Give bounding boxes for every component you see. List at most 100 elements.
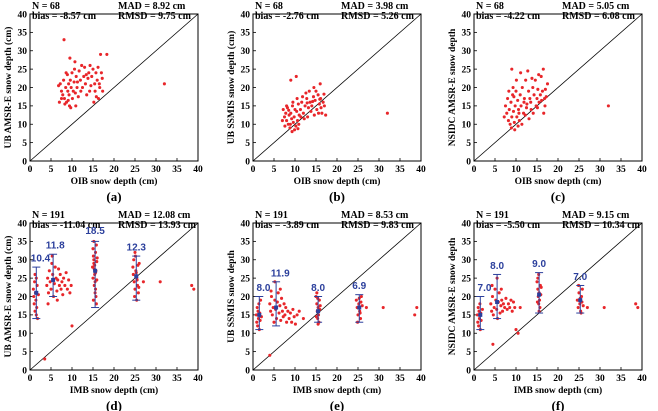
- stat-n: N = 191: [255, 210, 288, 221]
- data-point: [538, 93, 542, 97]
- x-tick-label: 25: [574, 374, 584, 384]
- data-point: [505, 111, 509, 115]
- data-point: [507, 108, 511, 112]
- data-point: [503, 104, 508, 108]
- x-axis-label: IMB snow depth (cm): [514, 385, 602, 396]
- y-tick-label: 20: [462, 293, 472, 303]
- x-tick-label: 25: [574, 165, 584, 175]
- data-point: [305, 96, 309, 101]
- y-tick-label: 20: [18, 293, 28, 303]
- x-tick-label: 0: [28, 165, 33, 175]
- x-tick-label: 15: [88, 374, 98, 384]
- data-point: [476, 305, 480, 310]
- data-point: [91, 247, 95, 251]
- data-point: [287, 317, 291, 321]
- data-point: [511, 85, 515, 90]
- data-point: [636, 305, 640, 310]
- data-point: [299, 115, 303, 119]
- data-point: [291, 120, 295, 124]
- y-tick-label: 30: [241, 47, 251, 57]
- data-point: [492, 305, 496, 310]
- stat-bias: bias = -11.04 cm: [32, 220, 101, 231]
- y-tick-label: 5: [245, 348, 250, 358]
- mean-label: 10.4: [31, 254, 51, 265]
- data-point: [46, 276, 50, 280]
- y-tick-label: 0: [245, 157, 250, 167]
- data-point: [105, 52, 109, 56]
- data-point: [75, 80, 80, 84]
- data-point: [62, 38, 66, 42]
- y-tick-label: 10: [18, 330, 28, 340]
- data-point: [282, 302, 286, 306]
- data-point: [270, 313, 274, 317]
- data-point: [285, 320, 289, 324]
- data-point: [133, 250, 137, 254]
- data-point: [269, 309, 273, 313]
- data-point: [517, 119, 521, 123]
- y-tick-label: 5: [466, 139, 471, 149]
- data-point: [63, 102, 67, 106]
- data-point: [92, 100, 96, 104]
- data-point: [543, 87, 547, 91]
- data-point: [324, 113, 328, 117]
- x-tick-label: 10: [67, 374, 77, 384]
- data-point: [272, 320, 276, 324]
- x-tick-label: 25: [130, 165, 140, 175]
- data-point: [49, 287, 53, 291]
- data-point: [498, 311, 502, 315]
- one-to-one-line: [252, 222, 422, 371]
- y-tick-label: 5: [245, 139, 250, 149]
- x-tick-label: 30: [374, 165, 384, 175]
- data-point: [505, 307, 509, 311]
- data-point: [477, 324, 481, 328]
- data-point: [74, 74, 78, 79]
- data-point: [298, 108, 303, 112]
- x-tick-label: 0: [251, 165, 256, 175]
- data-point: [511, 109, 516, 113]
- data-point: [93, 82, 97, 86]
- one-to-one-line: [473, 222, 643, 371]
- y-tick-label: 0: [466, 157, 471, 167]
- y-tick-label: 25: [18, 274, 28, 284]
- data-point: [527, 89, 531, 93]
- data-point: [278, 287, 282, 291]
- data-point: [58, 82, 62, 86]
- panel-c: 0 5 10 15 20 25 30 35 40 0 5 10 15 20 25 30 35 40 OIB snow…: [448, 1, 647, 204]
- x-tick-label: 25: [353, 165, 363, 175]
- data-point: [606, 104, 610, 108]
- data-point: [132, 258, 136, 262]
- mean-label: 18.5: [85, 226, 105, 237]
- x-tick-label: 0: [28, 374, 33, 384]
- y-tick-label: 5: [466, 348, 471, 358]
- data-point: [61, 293, 65, 297]
- data-point: [297, 309, 301, 313]
- stat-n: N = 191: [476, 210, 509, 221]
- y-tick-label: 40: [462, 10, 472, 20]
- data-point: [96, 65, 100, 69]
- data-point: [535, 300, 539, 304]
- mean-marker: [357, 305, 362, 310]
- panel-letter: (d): [106, 398, 122, 411]
- data-point: [499, 287, 503, 291]
- data-point: [316, 111, 321, 115]
- data-point: [535, 96, 539, 101]
- data-point: [132, 280, 136, 284]
- y-tick-label: 10: [241, 330, 251, 340]
- data-point: [285, 104, 289, 108]
- data-point: [136, 263, 140, 267]
- data-point: [527, 117, 531, 121]
- one-to-one-line: [29, 222, 199, 371]
- data-point: [516, 108, 521, 112]
- data-point: [66, 89, 70, 93]
- mean-label: 8.0: [311, 283, 325, 294]
- x-tick-label: 40: [193, 165, 203, 175]
- one-to-one-line: [473, 13, 643, 162]
- panel-letter: (f): [552, 398, 565, 411]
- data-point: [80, 63, 84, 67]
- data-point: [531, 85, 535, 90]
- data-point: [522, 100, 526, 104]
- y-tick-label: 40: [241, 219, 251, 229]
- data-point: [268, 353, 272, 357]
- data-point: [513, 305, 517, 310]
- y-tick-label: 30: [462, 47, 472, 57]
